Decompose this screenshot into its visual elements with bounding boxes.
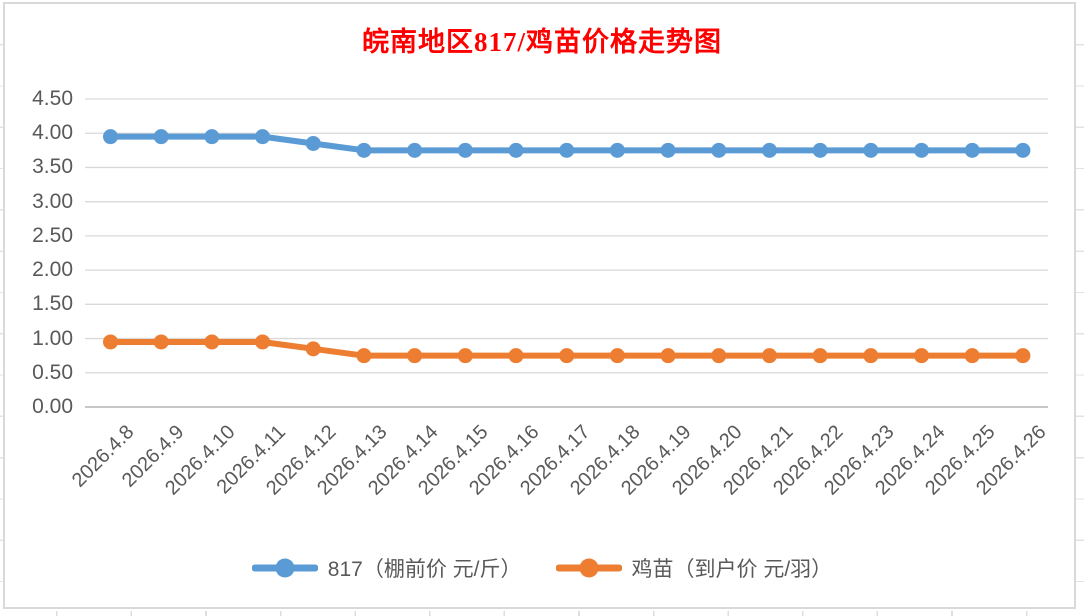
data-point-marker (660, 142, 676, 158)
data-point-marker (153, 129, 169, 145)
y-tick-label: 1.50 (32, 292, 73, 316)
data-point-marker (305, 341, 321, 357)
data-point-marker (1015, 348, 1031, 364)
data-point-marker (914, 142, 930, 158)
data-point-marker (1015, 142, 1031, 158)
chart-title: 皖南地区817/鸡苗价格走势图 (361, 27, 722, 57)
data-point-marker (711, 348, 727, 364)
data-point-marker (609, 142, 625, 158)
data-point-marker (153, 334, 169, 350)
data-point-marker (711, 142, 727, 158)
y-tick-label: 2.00 (32, 258, 73, 282)
data-point-marker (255, 334, 271, 350)
spreadsheet-gridlines-left (0, 4, 3, 616)
y-tick-label: 4.50 (32, 87, 73, 110)
data-point-marker (204, 129, 220, 145)
series-0[interactable] (103, 129, 1031, 158)
y-tick-label: 0.50 (32, 360, 73, 384)
series-1[interactable] (103, 334, 1031, 364)
legend-marker-817-icon (251, 558, 318, 578)
spreadsheet-gridlines-bottom (0, 611, 1084, 616)
data-point-marker (508, 142, 524, 158)
data-point-marker (964, 142, 980, 158)
y-tick-label: 3.50 (32, 155, 73, 179)
data-point-marker (356, 142, 372, 158)
data-point-marker (407, 142, 423, 158)
data-point-marker (457, 348, 473, 364)
chart-frame[interactable] (3, 2, 1076, 609)
legend-item-jimiao[interactable]: 鸡苗（到户价 元/羽） (555, 553, 833, 583)
data-point-marker (863, 142, 879, 158)
data-point-marker (559, 348, 575, 364)
legend-dot (275, 558, 295, 578)
data-point-marker (103, 129, 118, 145)
data-point-marker (660, 348, 676, 364)
data-point-marker (255, 129, 271, 145)
y-tick-label: 4.00 (32, 121, 73, 145)
data-point-marker (508, 348, 524, 364)
data-point-marker (812, 142, 828, 158)
legend-label-jimiao: 鸡苗（到户价 元/羽） (631, 558, 833, 581)
data-point-marker (559, 142, 575, 158)
data-point-marker (356, 348, 372, 364)
data-point-marker (609, 348, 625, 364)
spreadsheet-gridlines-right (1076, 4, 1084, 616)
data-point-marker (761, 142, 777, 158)
data-point-marker (457, 142, 473, 158)
legend-dot (579, 558, 599, 578)
data-point-marker (204, 334, 220, 350)
data-point-marker (812, 348, 828, 364)
data-point-marker (103, 334, 118, 350)
legend: 817（棚前价 元/斤） 鸡苗（到户价 元/羽） (0, 551, 1084, 585)
legend-marker-jimiao-icon (555, 558, 622, 578)
data-point-marker (305, 135, 321, 151)
y-tick-label: 3.00 (32, 189, 73, 213)
data-point-marker (761, 348, 777, 364)
legend-label-817: 817（棚前价 元/斤） (327, 558, 522, 581)
data-point-marker (964, 348, 980, 364)
y-tick-label: 2.50 (32, 223, 73, 247)
y-tick-label: 0.00 (32, 395, 73, 418)
data-point-marker (863, 348, 879, 364)
legend-item-817[interactable]: 817（棚前价 元/斤） (251, 553, 522, 583)
data-point-marker (407, 348, 423, 364)
y-tick-label: 1.00 (32, 326, 73, 350)
data-point-marker (914, 348, 930, 364)
